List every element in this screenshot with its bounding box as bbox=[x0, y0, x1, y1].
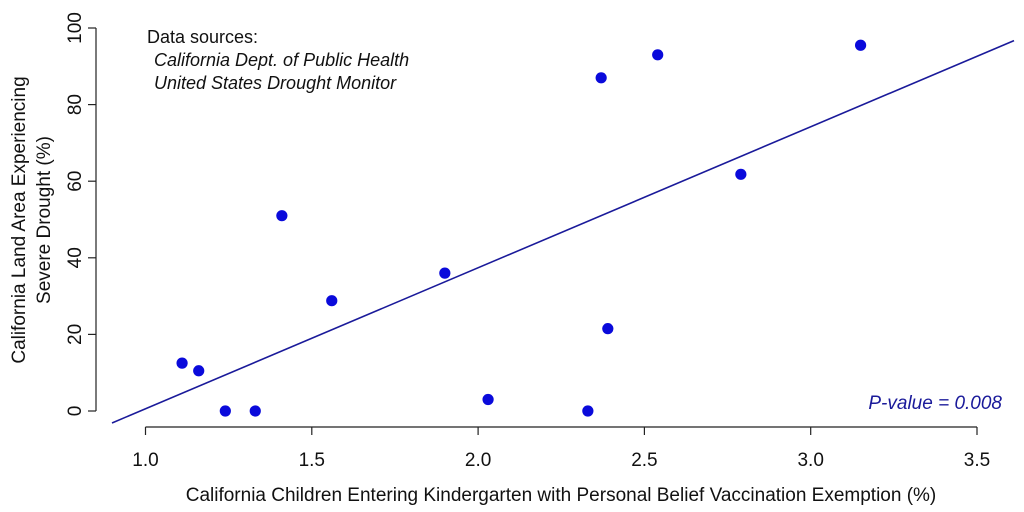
data-sources-annotation: Data sources: California Dept. of Public… bbox=[147, 27, 409, 93]
data-point bbox=[582, 405, 594, 417]
x-tick-label: 1.5 bbox=[299, 450, 325, 471]
data-point bbox=[595, 72, 607, 84]
y-axis-title-line1: California Land Area Experiencing bbox=[9, 76, 30, 363]
y-tick-label: 40 bbox=[65, 247, 86, 268]
data-point bbox=[276, 210, 288, 222]
y-axis-title-line2: Severe Drought (%) bbox=[34, 136, 55, 304]
source-item: California Dept. of Public Health bbox=[154, 50, 409, 70]
source-item: United States Drought Monitor bbox=[154, 73, 397, 93]
axes: 1.0 1.5 2.0 2.5 3.0 3.5 0 20 40 60 80 100 bbox=[65, 12, 990, 471]
y-tick-label: 80 bbox=[65, 94, 86, 115]
fit-line bbox=[111, 39, 1015, 424]
data-points bbox=[176, 39, 867, 417]
data-point bbox=[652, 49, 664, 61]
data-point bbox=[176, 357, 188, 369]
x-tick-label: 1.0 bbox=[132, 450, 158, 471]
data-point bbox=[482, 393, 494, 406]
y-tick-label: 20 bbox=[65, 324, 86, 345]
data-point bbox=[249, 405, 261, 417]
sources-title: Data sources: bbox=[147, 27, 258, 47]
x-tick-label: 2.0 bbox=[465, 450, 491, 471]
data-point bbox=[439, 267, 451, 279]
data-point bbox=[735, 168, 747, 180]
x-axis-title: California Children Entering Kindergarte… bbox=[186, 485, 937, 506]
y-tick-label: 0 bbox=[65, 406, 86, 417]
x-tick-label: 2.5 bbox=[631, 450, 657, 471]
data-point bbox=[854, 39, 867, 51]
data-point bbox=[193, 365, 205, 377]
y-tick-label: 60 bbox=[65, 171, 86, 192]
y-tick-label: 100 bbox=[65, 12, 86, 44]
x-tick-label: 3.5 bbox=[964, 450, 990, 471]
data-point bbox=[326, 295, 338, 307]
fit-line-group bbox=[111, 39, 1015, 424]
x-tick-label: 3.0 bbox=[797, 450, 823, 471]
data-point bbox=[219, 405, 231, 417]
p-value-annotation: P-value = 0.008 bbox=[868, 393, 1002, 414]
data-point bbox=[602, 323, 614, 335]
